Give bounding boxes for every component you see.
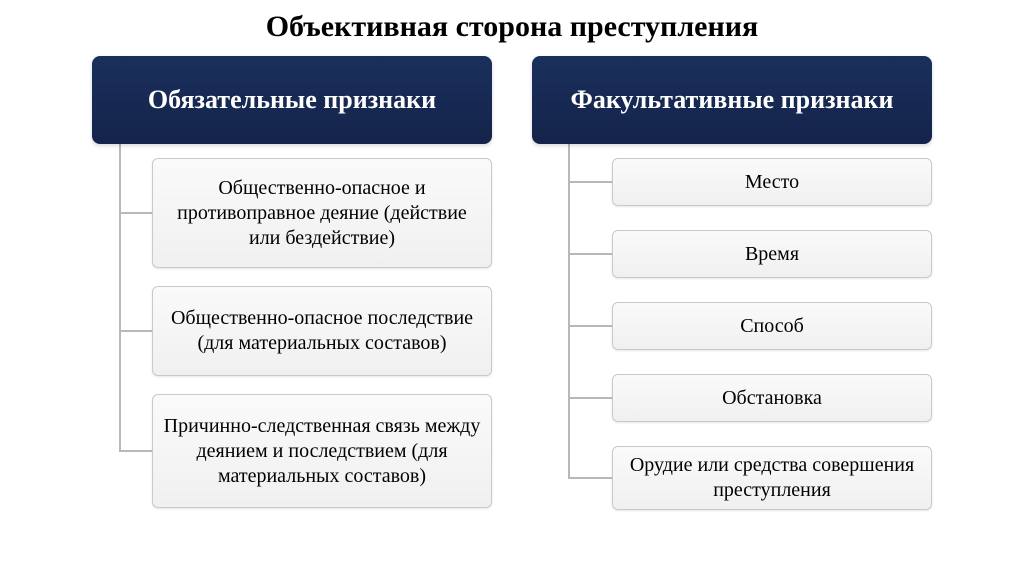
right-connector-horizontal [568, 477, 612, 479]
right-connector-horizontal [568, 325, 612, 327]
right-connector-vertical [568, 144, 570, 478]
right-item: Обстановка [612, 374, 932, 422]
left-connector-horizontal [119, 450, 152, 452]
right-connector-horizontal [568, 253, 612, 255]
page-title: Объективная сторона преступления [0, 0, 1024, 44]
right-children: Место Время Способ Обстановка Орудие или сре… [532, 144, 932, 510]
left-item: Причинно-следственная связь между деяние… [152, 394, 492, 508]
left-item: Общественно-опасное последствие (для мат… [152, 286, 492, 376]
right-header: Факультативные признаки [532, 56, 932, 144]
left-children: Общественно-опасное и противоправное дея… [92, 144, 492, 508]
right-connector-horizontal [568, 397, 612, 399]
right-item: Способ [612, 302, 932, 350]
right-connector-horizontal [568, 181, 612, 183]
left-item: Общественно-опасное и противоправное дея… [152, 158, 492, 268]
left-column: Обязательные признаки Общественно-опасное… [92, 56, 492, 510]
columns-container: Обязательные признаки Общественно-опасное… [0, 44, 1024, 510]
right-column: Факультативные признаки Место Время Способ О… [532, 56, 932, 510]
left-connector-vertical [119, 144, 121, 451]
left-connector-horizontal [119, 330, 152, 332]
right-item: Время [612, 230, 932, 278]
right-item: Орудие или средства совершения преступле… [612, 446, 932, 510]
left-connector-horizontal [119, 212, 152, 214]
right-item: Место [612, 158, 932, 206]
left-header: Обязательные признаки [92, 56, 492, 144]
